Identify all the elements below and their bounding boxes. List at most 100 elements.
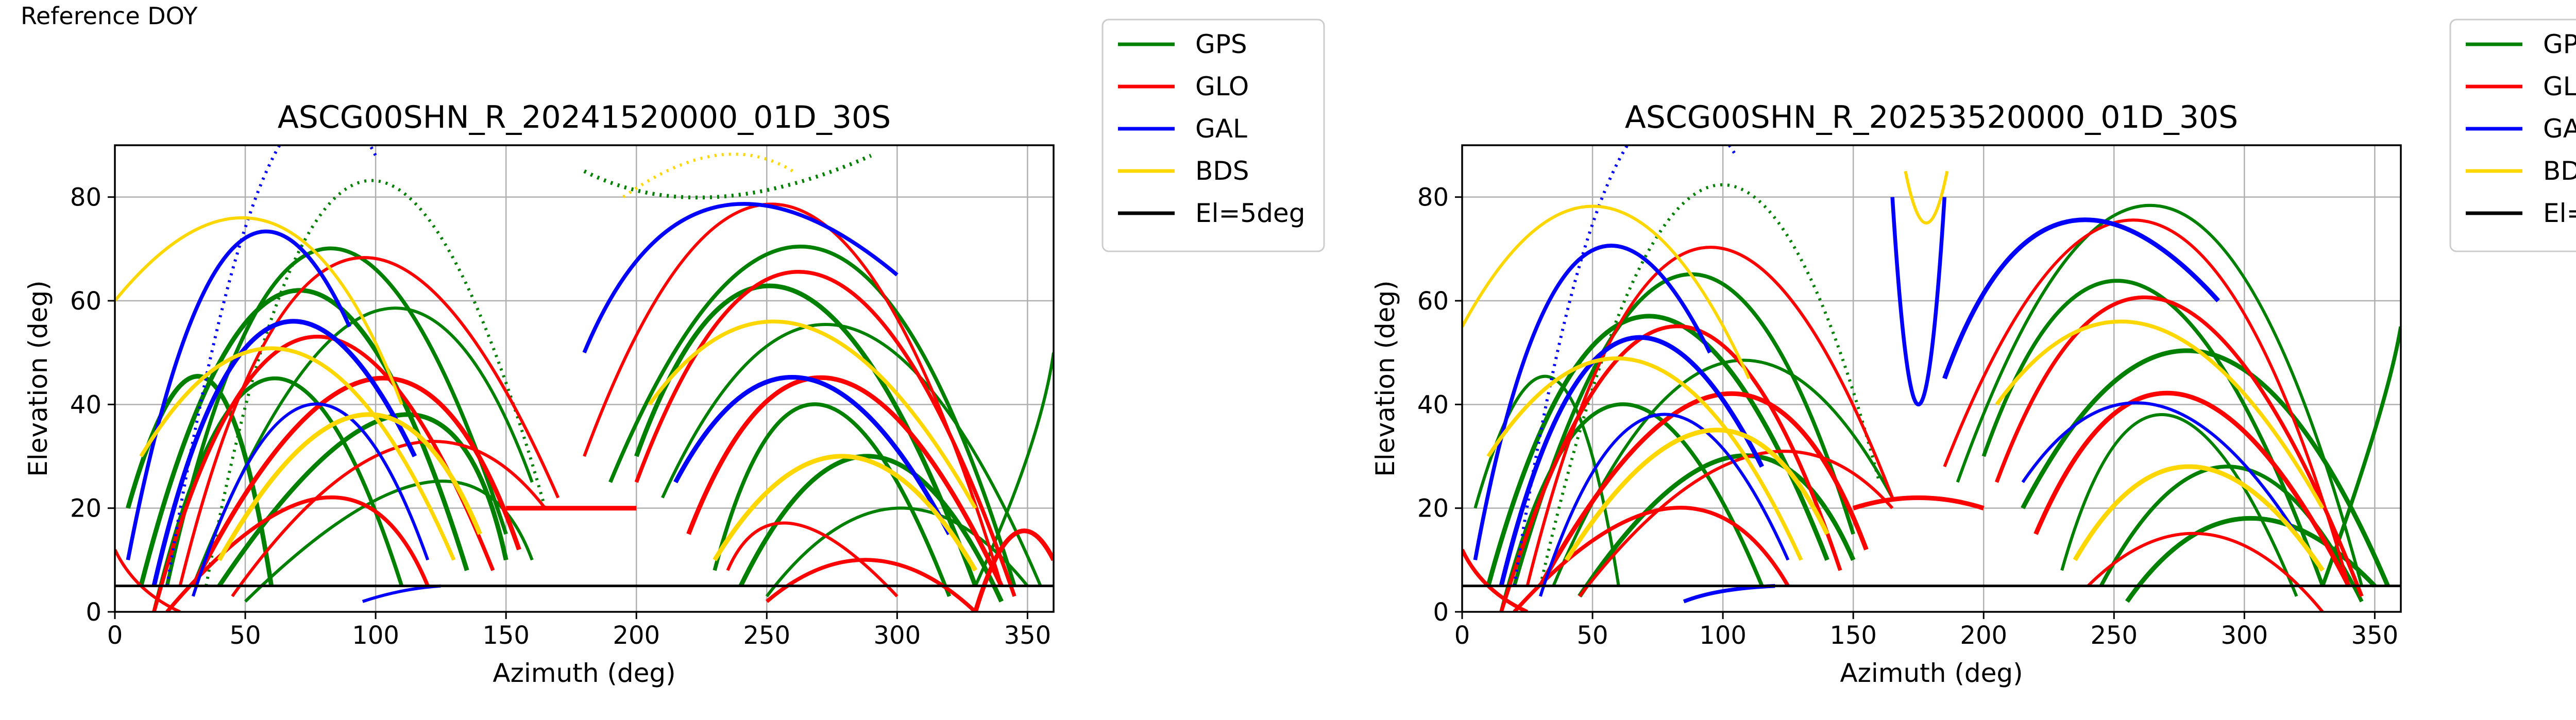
glo-arc (1578, 450, 1894, 597)
series-glo (1462, 218, 2364, 612)
glo-arc (686, 375, 1004, 587)
glo-arc (178, 256, 560, 587)
y-axis-label: Elevation (deg) (1370, 280, 1400, 476)
grid (114, 145, 1054, 613)
gps-arc (1956, 203, 2363, 587)
glo-arc (765, 558, 977, 612)
y-tick-label: 40 (70, 390, 101, 419)
glo-arc (726, 521, 899, 597)
series-gal (126, 145, 952, 603)
glo-arc (165, 495, 430, 612)
series-glo (115, 202, 1054, 612)
legend-label-gps: GPS (1195, 29, 1247, 59)
gps-arc (165, 246, 508, 587)
gal-arc (1942, 217, 2221, 380)
gal-arc (165, 145, 377, 587)
y-tick-label: 60 (70, 287, 101, 316)
bds-arc (217, 412, 482, 561)
gal-arc (1513, 145, 1737, 587)
legend: GPS GLO GAL BDS El=5deg (1101, 19, 1325, 252)
gps-arc (2021, 348, 2390, 587)
gps-arc (1981, 279, 2325, 587)
gps-arc (634, 283, 978, 587)
series-bds (115, 152, 978, 572)
x-tick-label: 50 (230, 621, 261, 650)
y-tick-label: 0 (86, 598, 101, 627)
gps-arc (1499, 402, 1764, 612)
gps-arc (1512, 272, 1855, 587)
plot-area (115, 145, 1054, 612)
x-tick-label: 150 (1829, 621, 1877, 650)
glo-arc (1994, 295, 2364, 597)
gps-arc (244, 479, 534, 603)
y-tick-label: 0 (1433, 598, 1449, 627)
x-tick-label: 200 (613, 621, 660, 650)
legend-label-el5deg: El=5deg (1195, 198, 1305, 228)
y-axis-label: Elevation (deg) (23, 280, 53, 476)
bds-arc (2073, 464, 2325, 572)
x-tick-label: 150 (482, 621, 530, 650)
legend-label-gps: GPS (2543, 29, 2576, 59)
gps-arc (217, 412, 509, 588)
legend-label-gal: GAL (2543, 114, 2576, 144)
y-tick-label: 80 (1417, 183, 1449, 212)
x-tick-label: 200 (1960, 621, 2007, 650)
gal-arc (1473, 244, 1712, 560)
glo-arc (2033, 390, 2351, 587)
legend-label-glo: GLO (1195, 72, 1249, 101)
legend-label-bds: BDS (2543, 156, 2576, 186)
x-tick-label: 350 (1004, 621, 1052, 650)
glo-arc (583, 202, 1003, 587)
gps-arc (1486, 314, 1829, 587)
legend-box (2449, 19, 2576, 252)
legend-label-gal: GAL (1195, 114, 1247, 144)
gal-arc (151, 319, 417, 587)
gps-arc (583, 153, 872, 200)
chart-title: ASCG00SHN_R_20253520000_01D_30S (1625, 99, 2239, 135)
gps-arc (713, 402, 952, 597)
series-gal (1473, 145, 2298, 604)
chart-panel-2: 0 50 100 150 200 250 300 350 0 20 40 60 80 ASCG00SHN_… (1370, 19, 2576, 688)
glo-arc (1499, 324, 1842, 612)
gps-arc (661, 323, 1042, 587)
axes-frame (1461, 144, 2402, 613)
legend-label-el5deg: El=5deg (2543, 198, 2576, 228)
bds-arc (1995, 319, 2325, 509)
bds-arc (139, 346, 456, 561)
gps-arc (1538, 183, 1881, 587)
gps-arc (974, 352, 1054, 587)
bds-arc (1486, 356, 1803, 561)
gps-arc (1578, 453, 1856, 598)
y-tick-label: 20 (70, 494, 101, 523)
glo-arc (1513, 506, 1790, 612)
bds-arc (648, 319, 977, 509)
gal-arc (362, 584, 441, 603)
glo-arc (1852, 495, 1985, 510)
glo-arc (634, 270, 1016, 597)
y-tick-label: 20 (1417, 494, 1449, 523)
x-tick-label: 50 (1577, 621, 1608, 650)
glo-arc (1943, 218, 2350, 587)
x-axis-label: Azimuth (deg) (1840, 658, 2023, 688)
gps-arc (738, 454, 1004, 603)
gal-arc (191, 402, 430, 597)
glo-arc (973, 528, 1054, 612)
x-tick-label: 300 (2221, 621, 2268, 650)
x-axis-label: Azimuth (deg) (493, 658, 675, 688)
bds-arc (713, 454, 978, 572)
chart-panel-1: 0 50 100 150 200 250 300 350 0 20 40 60 80 ASCG00SHN_… (23, 19, 1325, 688)
chart-title: ASCG00SHN_R_20241520000_01D_30S (278, 99, 891, 135)
gal-arc (1683, 584, 1775, 604)
series-gps (1473, 183, 2401, 612)
gal-arc (1538, 413, 1790, 597)
x-tick-label: 0 (107, 621, 123, 650)
bds-arc (622, 152, 794, 199)
x-tick-label: 100 (352, 621, 399, 650)
x-tick-label: 250 (2090, 621, 2138, 650)
y-tick-label: 60 (1417, 287, 1449, 316)
legend-box (1101, 19, 1325, 252)
gps-arc (2320, 326, 2401, 587)
legend-label-glo: GLO (2543, 72, 2576, 101)
gal-arc (2021, 401, 2298, 535)
